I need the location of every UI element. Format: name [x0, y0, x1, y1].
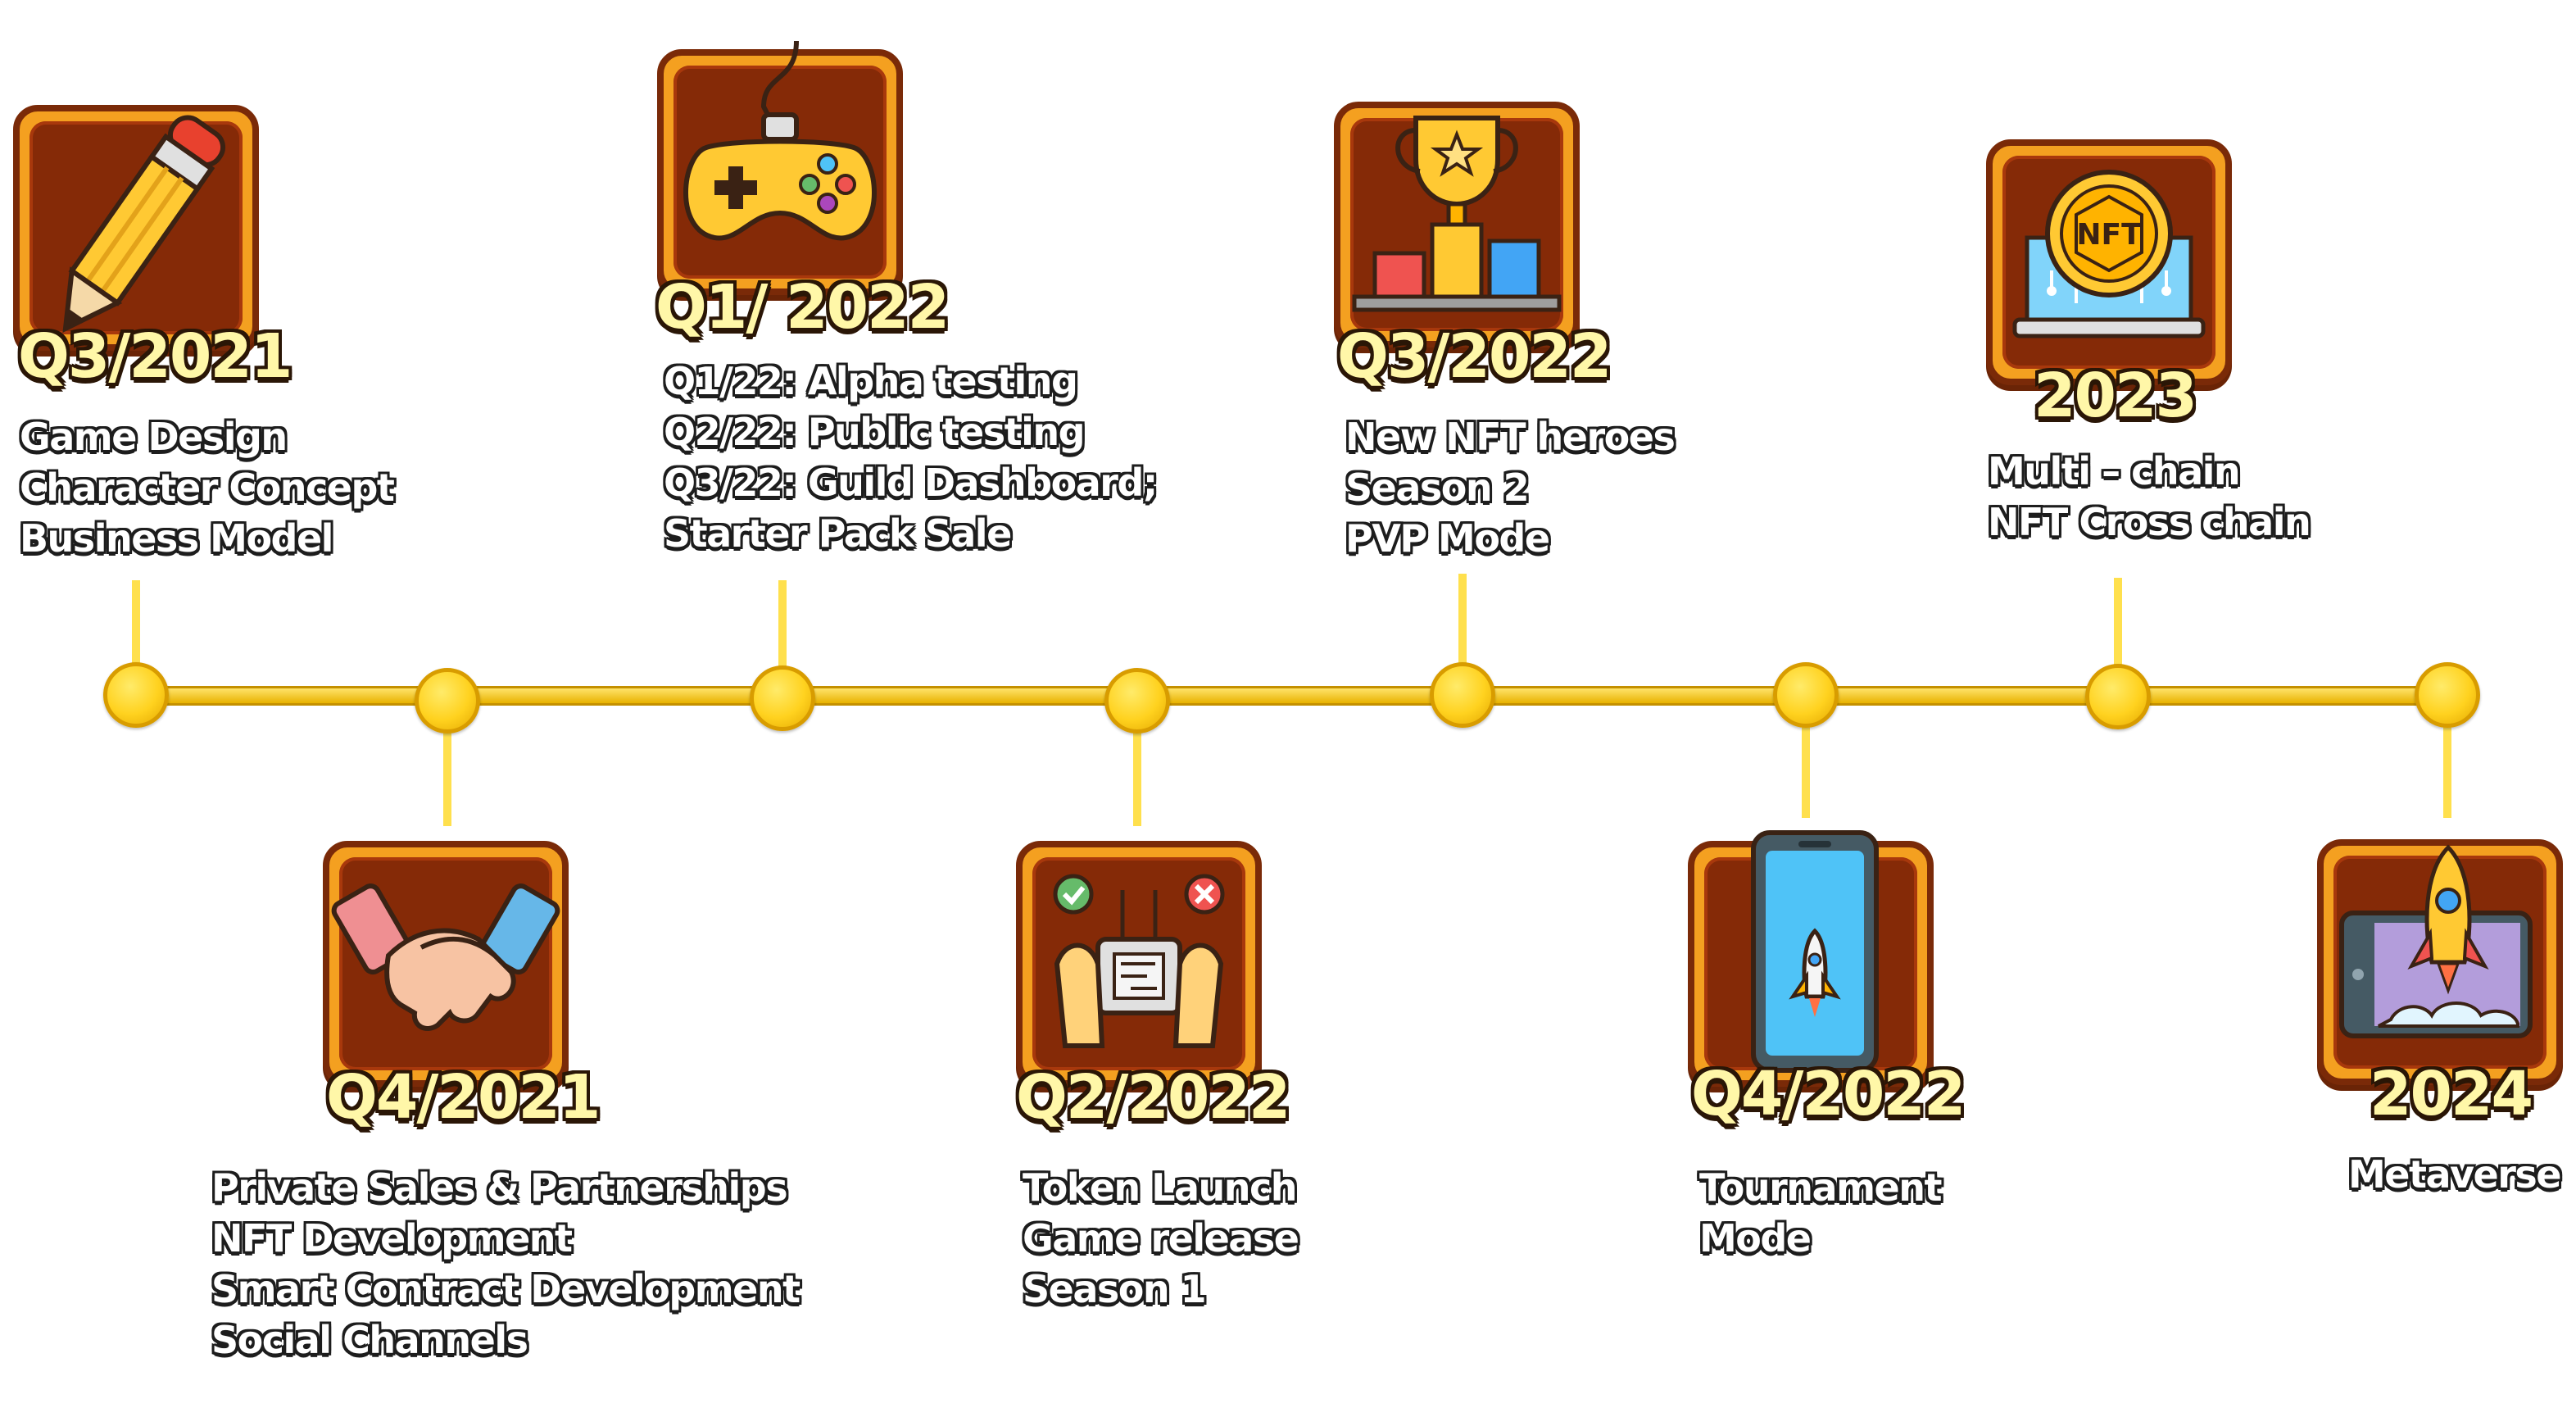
milestone-period: Q1/ 2022	[655, 272, 950, 343]
milestone-icon-tile	[1688, 830, 1934, 1087]
milestone-icon-tile	[1334, 102, 1580, 347]
gamepad-icon	[683, 40, 877, 241]
milestone-description: Private Sales & Partnerships NFT Develop…	[211, 1162, 800, 1365]
milestone-period: Q4/2021	[326, 1062, 601, 1133]
handshake-icon	[331, 883, 560, 1031]
connector-stem	[1458, 574, 1467, 695]
connector-stem	[778, 580, 787, 695]
milestone-period: 2023	[2034, 361, 2197, 431]
milestone-description: Tournament Mode	[1699, 1162, 1942, 1264]
connector-stem	[2443, 695, 2451, 818]
milestone-icon-tile: NFT	[1986, 139, 2232, 385]
svg-text:NFT: NFT	[2076, 218, 2142, 252]
milestone-description: Token Launch Game release Season 1	[1023, 1162, 1299, 1315]
milestone-item: Smart Contract Development	[211, 1267, 800, 1311]
milestone-period: Q3/2022	[1337, 321, 1612, 392]
milestone-item: Q2/22: Public testing	[664, 410, 1086, 454]
milestone-icon-tile	[2317, 839, 2563, 1085]
milestone-item: Metaverse	[2348, 1152, 2561, 1197]
timeline-node	[1773, 662, 1839, 728]
milestone-period: Q4/2022	[1691, 1059, 1966, 1129]
connector-stem	[1133, 695, 1141, 826]
milestone-icon-tile	[323, 841, 569, 1087]
milestone-item: New NFT heroes	[1345, 415, 1676, 459]
milestone-icon-tile	[657, 40, 903, 295]
milestone-item: Business Model	[20, 516, 333, 561]
connector-stem	[1802, 695, 1810, 818]
controller-hands-icon	[1053, 874, 1225, 1048]
milestone-description: Game Design Character Concept Business M…	[20, 411, 395, 564]
milestone-item: Game Design	[20, 415, 288, 459]
milestone-period: Q3/2021	[18, 321, 293, 392]
milestone-item: PVP Mode	[1345, 516, 1550, 561]
milestone-item: Private Sales & Partnerships	[211, 1165, 788, 1210]
timeline-node	[415, 668, 480, 734]
milestone-item: Multi – chain	[1988, 449, 2241, 493]
milestone-icon-tile	[1016, 841, 1262, 1087]
timeline-node	[1430, 662, 1495, 728]
milestone-item: Q3/22: Guild Dashboard;	[664, 461, 1158, 505]
timeline-node	[103, 662, 169, 728]
timeline-node	[2415, 662, 2480, 728]
milestone-item: NFT Cross chain	[1988, 500, 2311, 544]
milestone-item: Token Launch	[1023, 1165, 1298, 1210]
rocket-launch-icon	[2339, 844, 2533, 1038]
milestone-item: NFT Development	[211, 1216, 573, 1260]
timeline-node	[2085, 664, 2151, 729]
milestone-description: Metaverse	[2348, 1149, 2561, 1200]
milestone-period: 2024	[2370, 1059, 2533, 1129]
milestone-item: Social Channels	[211, 1318, 528, 1362]
timeline-node	[1104, 668, 1170, 734]
timeline-node	[750, 665, 815, 731]
timeline-track	[135, 688, 2446, 703]
milestone-item: Character Concept	[20, 466, 395, 510]
nft-chip-icon: NFT	[2012, 170, 2206, 338]
connector-stem	[132, 580, 140, 695]
milestone-item: Mode	[1699, 1216, 1812, 1260]
milestone-period: Q2/2022	[1016, 1062, 1290, 1133]
trophy-podium-icon	[1352, 116, 1562, 312]
milestone-icon-tile	[13, 105, 259, 351]
connector-stem	[2114, 578, 2122, 695]
pencil-icon	[62, 115, 226, 333]
milestone-description: Multi – chain NFT Cross chain	[1988, 446, 2311, 547]
connector-stem	[443, 695, 451, 826]
milestone-item: Starter Pack Sale	[664, 511, 1012, 556]
milestone-description: Q1/22: Alpha testing Q2/22: Public testi…	[664, 356, 1158, 559]
milestone-item: Game release	[1023, 1216, 1299, 1260]
milestone-item: Tournament	[1699, 1165, 1942, 1210]
milestone-item: Q1/22: Alpha testing	[664, 359, 1078, 403]
milestone-description: New NFT heroes Season 2 PVP Mode	[1345, 411, 1676, 564]
mobile-rocket-icon	[1751, 830, 1879, 1073]
milestone-item: Season 1	[1023, 1267, 1207, 1311]
milestone-item: Season 2	[1345, 466, 1530, 510]
